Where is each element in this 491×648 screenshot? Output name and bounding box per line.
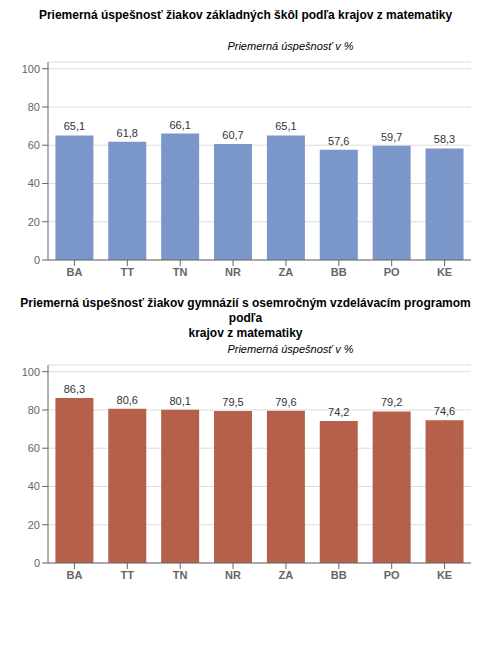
svg-text:79,2: 79,2 [381, 396, 402, 408]
html-text:krajov z matematiky: krajov z matematiky [188, 326, 303, 340]
html-text:Priemerná úspešnosť žiakov zák: Priemerná úspešnosť žiakov základných šk… [38, 8, 453, 22]
svg-text:100: 100 [22, 63, 40, 75]
html-text:Priemerná úspešnosť v %: Priemerná úspešnosť v % [227, 40, 354, 52]
svg-text:80: 80 [28, 404, 40, 416]
svg-text:79,6: 79,6 [275, 396, 296, 408]
svg-text:80: 80 [28, 101, 40, 113]
svg-text:74,6: 74,6 [434, 405, 455, 417]
svg-text:TN: TN [173, 266, 188, 278]
svg-text:BA: BA [66, 266, 82, 278]
svg-text:80,1: 80,1 [169, 395, 190, 407]
svg-text:NR: NR [225, 569, 241, 581]
svg-text:66,1: 66,1 [169, 119, 190, 131]
svg-text:61,8: 61,8 [117, 127, 138, 139]
svg-text:65,1: 65,1 [64, 120, 85, 132]
svg-text:KE: KE [437, 569, 452, 581]
svg-text:BB: BB [331, 266, 347, 278]
svg-text:86,3: 86,3 [64, 383, 85, 395]
svg-text:57,6: 57,6 [328, 135, 349, 147]
svg-text:0: 0 [34, 254, 40, 266]
svg-text:65,1: 65,1 [275, 120, 296, 132]
svg-text:40: 40 [28, 177, 40, 189]
svg-text:58,3: 58,3 [434, 133, 455, 145]
svg-text:60: 60 [28, 442, 40, 454]
svg-text:20: 20 [28, 519, 40, 531]
svg-text:TT: TT [121, 569, 135, 581]
svg-text:BA: BA [66, 569, 82, 581]
svg-text:74,2: 74,2 [328, 406, 349, 418]
svg-text:ZA: ZA [279, 569, 294, 581]
svg-text:60,7: 60,7 [222, 129, 243, 141]
svg-text:PO: PO [384, 266, 400, 278]
svg-text:TT: TT [121, 266, 135, 278]
svg-text:80,6: 80,6 [117, 394, 138, 406]
svg-text:TN: TN [173, 569, 188, 581]
html-text:Priemerná úspešnosť žiakov gym: Priemerná úspešnosť žiakov gymnázií s os… [20, 296, 471, 325]
html-text:Priemerná úspešnosť v %: Priemerná úspešnosť v % [227, 343, 354, 355]
svg-text:59,7: 59,7 [381, 131, 402, 143]
svg-text:ZA: ZA [279, 266, 294, 278]
svg-text:40: 40 [28, 480, 40, 492]
svg-text:60: 60 [28, 139, 40, 151]
svg-text:0: 0 [34, 557, 40, 569]
svg-text:79,5: 79,5 [222, 396, 243, 408]
svg-text:NR: NR [225, 266, 241, 278]
svg-text:PO: PO [384, 569, 400, 581]
svg-text:KE: KE [437, 266, 452, 278]
svg-text:BB: BB [331, 569, 347, 581]
svg-text:20: 20 [28, 216, 40, 228]
svg-text:100: 100 [22, 366, 40, 378]
